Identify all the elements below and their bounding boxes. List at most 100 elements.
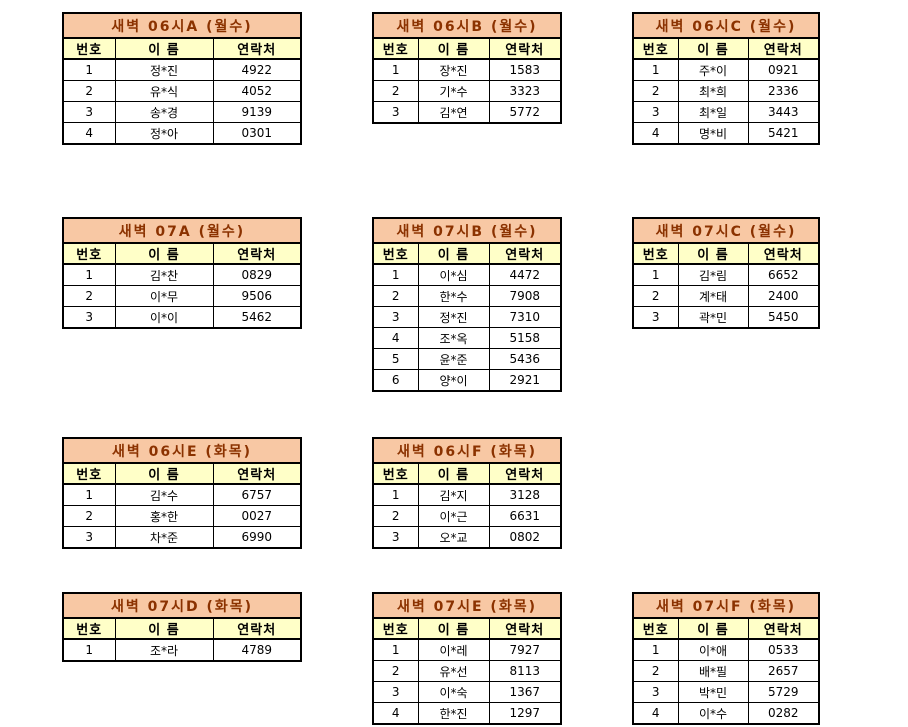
cell-no: 1 bbox=[632, 263, 679, 286]
cell-no: 2 bbox=[372, 285, 419, 307]
table-row: 4 조*옥 5158 bbox=[372, 327, 562, 349]
cell-name: 곽*민 bbox=[677, 306, 749, 329]
cell-contact: 4052 bbox=[212, 80, 302, 102]
column-header-no: 번호 bbox=[372, 617, 419, 640]
table-row: 4 한*진 1297 bbox=[372, 702, 562, 725]
roster-table-07d-tue-thu: 새벽 07시D (화목) 번호 이 름 연락처 1 조*라 4789 bbox=[62, 592, 302, 662]
cell-no: 1 bbox=[372, 483, 419, 506]
cell-contact: 1297 bbox=[488, 702, 562, 725]
cell-contact: 0301 bbox=[212, 122, 302, 145]
cell-no: 2 bbox=[62, 80, 116, 102]
column-header-name: 이 름 bbox=[114, 242, 214, 265]
cell-contact: 4789 bbox=[212, 638, 302, 662]
cell-name: 김*연 bbox=[417, 101, 490, 124]
cell-name: 최*희 bbox=[677, 80, 749, 102]
cell-name: 유*식 bbox=[114, 80, 214, 102]
cell-contact: 7310 bbox=[488, 306, 562, 328]
table-row: 3 최*일 3443 bbox=[632, 101, 820, 123]
roster-table-07f-tue-thu: 새벽 07시F (화목) 번호 이 름 연락처 1 이*애 0533 2 배*필 2657… bbox=[632, 592, 820, 725]
column-header-name: 이 름 bbox=[677, 37, 749, 60]
cell-no: 1 bbox=[62, 58, 116, 81]
cell-no: 1 bbox=[632, 58, 679, 81]
table-row: 1 김*지 3128 bbox=[372, 483, 562, 506]
column-header-no: 번호 bbox=[62, 617, 116, 640]
cell-no: 1 bbox=[632, 638, 679, 661]
cell-no: 3 bbox=[372, 101, 419, 124]
roster-table-06f-tue-thu: 새벽 06시F (화목) 번호 이 름 연락처 1 김*지 3128 2 이*근 6631… bbox=[372, 437, 562, 549]
cell-contact: 6652 bbox=[747, 263, 820, 286]
table-row: 2 유*식 4052 bbox=[62, 80, 302, 102]
cell-name: 유*선 bbox=[417, 660, 490, 682]
cell-contact: 9139 bbox=[212, 101, 302, 123]
cell-contact: 0027 bbox=[212, 505, 302, 527]
column-header-name: 이 름 bbox=[677, 242, 749, 265]
roster-table-06e-tue-thu: 새벽 06시E (화목) 번호 이 름 연락처 1 김*수 6757 2 홍*한 0027… bbox=[62, 437, 302, 549]
table-row: 2 한*수 7908 bbox=[372, 285, 562, 307]
cell-name: 한*진 bbox=[417, 702, 490, 725]
cell-no: 5 bbox=[372, 348, 419, 370]
cell-name: 주*이 bbox=[677, 58, 749, 81]
cell-name: 이*레 bbox=[417, 638, 490, 661]
cell-name: 차*준 bbox=[114, 526, 214, 549]
cell-name: 이*수 bbox=[677, 702, 749, 725]
table-row: 3 이*숙 1367 bbox=[372, 681, 562, 703]
cell-name: 이*이 bbox=[114, 306, 214, 329]
cell-no: 1 bbox=[62, 263, 116, 286]
column-header-name: 이 름 bbox=[417, 617, 490, 640]
table-row: 3 김*연 5772 bbox=[372, 101, 562, 124]
cell-no: 4 bbox=[632, 702, 679, 725]
table-row: 2 홍*한 0027 bbox=[62, 505, 302, 527]
cell-no: 3 bbox=[632, 306, 679, 329]
cell-contact: 2657 bbox=[747, 660, 820, 682]
cell-name: 장*진 bbox=[417, 58, 490, 81]
cell-name: 이*무 bbox=[114, 285, 214, 307]
cell-no: 1 bbox=[62, 638, 116, 662]
cell-name: 윤*준 bbox=[417, 348, 490, 370]
roster-table-07e-tue-thu: 새벽 07시E (화목) 번호 이 름 연락처 1 이*레 7927 2 유*선 8113… bbox=[372, 592, 562, 725]
cell-name: 이*근 bbox=[417, 505, 490, 527]
cell-name: 오*교 bbox=[417, 526, 490, 549]
roster-table-06c-mon-wed: 새벽 06시C (월수) 번호 이 름 연락처 1 주*이 0921 2 최*희 2336… bbox=[632, 12, 820, 145]
cell-contact: 5421 bbox=[747, 122, 820, 145]
table-title: 새벽 07시E (화목) bbox=[372, 592, 562, 619]
table-row: 2 이*근 6631 bbox=[372, 505, 562, 527]
cell-no: 2 bbox=[372, 505, 419, 527]
cell-name: 최*일 bbox=[677, 101, 749, 123]
cell-contact: 0921 bbox=[747, 58, 820, 81]
cell-contact: 9506 bbox=[212, 285, 302, 307]
cell-no: 1 bbox=[372, 263, 419, 286]
table-row: 1 김*수 6757 bbox=[62, 483, 302, 506]
table-row: 1 이*애 0533 bbox=[632, 638, 820, 661]
cell-contact: 5462 bbox=[212, 306, 302, 329]
table-row: 2 계*태 2400 bbox=[632, 285, 820, 307]
cell-contact: 4922 bbox=[212, 58, 302, 81]
cell-no: 3 bbox=[62, 526, 116, 549]
cell-no: 2 bbox=[372, 80, 419, 102]
cell-name: 김*림 bbox=[677, 263, 749, 286]
table-row: 1 김*림 6652 bbox=[632, 263, 820, 286]
cell-no: 2 bbox=[632, 660, 679, 682]
cell-name: 한*수 bbox=[417, 285, 490, 307]
table-title: 새벽 07시C (월수) bbox=[632, 217, 820, 244]
column-header-contact: 연락처 bbox=[747, 242, 820, 265]
cell-name: 홍*한 bbox=[114, 505, 214, 527]
table-row: 1 이*레 7927 bbox=[372, 638, 562, 661]
cell-no: 2 bbox=[372, 660, 419, 682]
table-row: 4 이*수 0282 bbox=[632, 702, 820, 725]
cell-contact: 2336 bbox=[747, 80, 820, 102]
cell-name: 이*애 bbox=[677, 638, 749, 661]
cell-name: 김*수 bbox=[114, 483, 214, 506]
cell-no: 1 bbox=[62, 483, 116, 506]
cell-contact: 4472 bbox=[488, 263, 562, 286]
cell-no: 3 bbox=[632, 101, 679, 123]
cell-contact: 1367 bbox=[488, 681, 562, 703]
cell-contact: 3128 bbox=[488, 483, 562, 506]
table-row: 2 유*선 8113 bbox=[372, 660, 562, 682]
table-row: 2 최*희 2336 bbox=[632, 80, 820, 102]
column-header-contact: 연락처 bbox=[488, 462, 562, 485]
column-header-no: 번호 bbox=[632, 617, 679, 640]
table-row: 3 차*준 6990 bbox=[62, 526, 302, 549]
cell-no: 2 bbox=[632, 80, 679, 102]
column-header-no: 번호 bbox=[372, 37, 419, 60]
table-row: 3 곽*민 5450 bbox=[632, 306, 820, 329]
